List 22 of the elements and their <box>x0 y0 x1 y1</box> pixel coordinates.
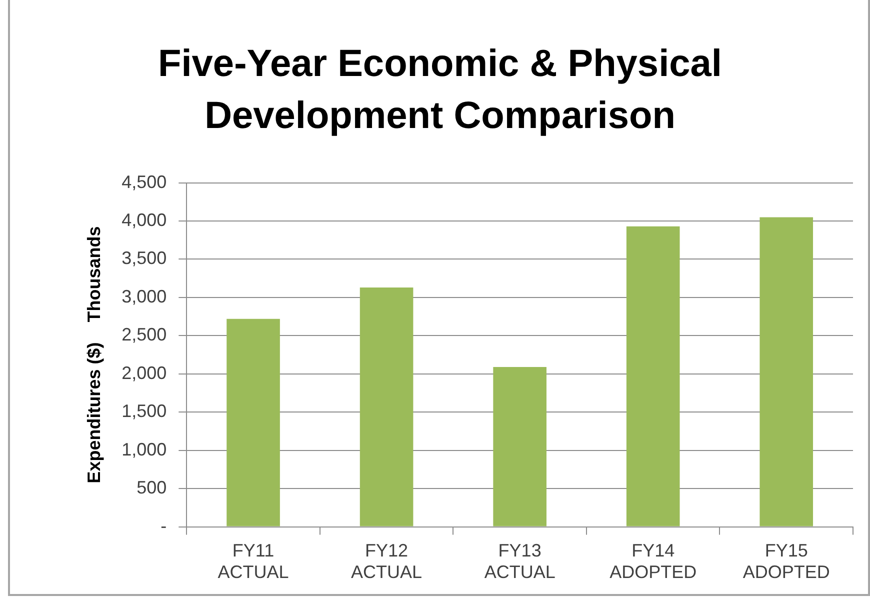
y-tick-label: 1,000 <box>122 439 167 460</box>
y-axis-title: Expenditures ($) Thousands <box>84 226 104 484</box>
x-tick-label: FY13 ACTUAL <box>484 540 556 582</box>
bar <box>626 226 680 526</box>
x-tick-label: FY15 ADOPTED <box>742 540 830 582</box>
x-tick-label: FY12 ACTUAL <box>351 540 422 582</box>
bar <box>226 318 280 526</box>
y-tick-label: 2,000 <box>122 362 167 383</box>
y-tick-label: 1,500 <box>122 401 167 422</box>
y-tick-label: 4,000 <box>122 210 167 230</box>
y-tick-label: 4,500 <box>122 172 167 192</box>
bar <box>360 288 414 526</box>
y-tick-label: 3,500 <box>122 248 167 268</box>
x-tick-label: FY11 ACTUAL <box>218 540 289 582</box>
chart-title: Five-Year Economic & Physical Development Comparison <box>157 42 723 139</box>
y-tick-label: - <box>160 516 167 536</box>
y-tick-label: 2,500 <box>122 324 167 345</box>
y-tick-label: 3,000 <box>122 286 167 306</box>
bar <box>760 217 814 526</box>
x-tick-label: FY14 ADOPTED <box>610 540 697 582</box>
y-tick-label: 500 <box>136 478 167 498</box>
bar <box>493 367 546 526</box>
